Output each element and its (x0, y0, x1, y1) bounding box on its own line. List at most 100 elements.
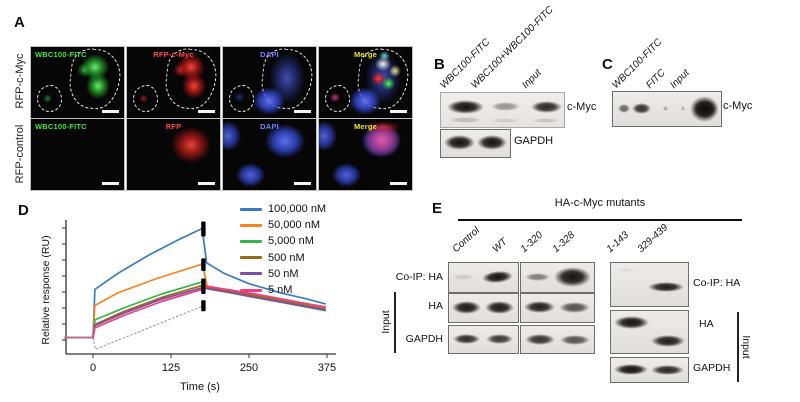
micrograph-dapi-row1: DAPI (222, 46, 317, 119)
micrograph-merge-row1: Merge (318, 46, 413, 119)
tile-label: RFP (165, 122, 182, 131)
wb-band (481, 269, 514, 285)
row-label-rfp-c-myc: RFP-c-Myc (14, 53, 26, 109)
lane-label: Input (520, 67, 544, 91)
cell-blob (86, 73, 110, 99)
tile-label: Merge (353, 50, 378, 59)
blot-target-label: c-Myc (723, 100, 753, 112)
wb-band (560, 335, 590, 345)
blot-e-ha-a (448, 293, 519, 323)
wb-band (449, 117, 482, 123)
legend-item: 5,000 nM (240, 233, 326, 249)
wb-band (444, 135, 475, 150)
blot-b-gapdh (440, 129, 511, 158)
title-underline (458, 219, 742, 221)
wb-band (651, 335, 685, 347)
lane-label: 1-143 (604, 229, 632, 255)
cell-blob (349, 87, 381, 115)
legend-swatch (240, 239, 262, 243)
scale-bar (294, 182, 311, 185)
wb-band (491, 102, 520, 111)
blot-e-gapdh-a (448, 325, 519, 354)
row-label-gapdh-right: GAPDH (693, 362, 731, 374)
blot-e-coip-a (448, 262, 519, 293)
micrograph-merge-row2: Merge (318, 118, 413, 191)
input-label-left: Input (380, 310, 392, 334)
input-label-right: Input (740, 335, 752, 359)
legend-label: 5,000 nM (268, 235, 314, 248)
scale-bar (390, 182, 407, 185)
scale-bar (198, 182, 215, 185)
legend-label: 50 nM (268, 267, 299, 280)
row-label-gapdh: GAPDH (405, 333, 443, 345)
tile-label: DAPI (260, 50, 279, 59)
cell-blob (236, 163, 265, 187)
cell-blob (330, 93, 340, 102)
wb-band (616, 268, 636, 272)
wb-band (452, 301, 481, 314)
cell-outline (229, 85, 254, 112)
panel-e-title: HA-c-Myc mutants (554, 197, 646, 209)
blot-e-gapdh-right (610, 357, 689, 383)
lane-label: WT (490, 236, 510, 255)
panel-d-label: D (18, 202, 29, 219)
x-axis-label: Time (s) (180, 381, 220, 393)
scale-bar (102, 110, 119, 113)
cell-blob (332, 163, 361, 187)
row-label-ha-right: HA (699, 318, 714, 330)
lane-label: 1-328 (550, 229, 578, 255)
wb-band (632, 103, 651, 114)
tile-label: WBC100-FITC (35, 122, 87, 131)
legend-item: 50,000 nM (240, 217, 326, 233)
wb-band (648, 282, 684, 292)
wb-band (491, 118, 519, 123)
scale-bar (390, 110, 407, 113)
blot-e-ha-b (520, 293, 595, 323)
svg-text:0: 0 (90, 362, 96, 374)
lane-label: 329-439 (635, 222, 671, 255)
cell-blob (234, 92, 245, 102)
legend-swatch (240, 256, 262, 260)
panel-c-label: C (602, 56, 613, 73)
row-label-ha: HA (428, 300, 443, 312)
lane-label: 1-320 (518, 229, 546, 255)
wb-band (618, 104, 630, 113)
cell-blob (379, 51, 390, 61)
cell-blob (223, 121, 241, 151)
wb-band (452, 274, 474, 280)
cell-blob (367, 121, 401, 133)
svg-text:375: 375 (318, 362, 336, 374)
cell-blob (319, 121, 337, 151)
blot-target-label: GAPDH (514, 135, 554, 147)
legend-swatch (240, 207, 262, 211)
blot-c-cmyc (612, 91, 722, 127)
wb-band (477, 135, 507, 150)
tile-label: WBC100-FITC (35, 50, 87, 59)
scale-bar (294, 110, 311, 113)
legend-label: 50,000 nM (268, 219, 320, 232)
wb-band (614, 316, 649, 329)
legend-item: 100,000 nM (240, 201, 326, 217)
wb-band (614, 364, 648, 375)
lane-label: Input (668, 67, 692, 91)
micrograph-fitc-rfp-c-myc: WBC100-FITC (30, 46, 125, 119)
wb-band (447, 100, 484, 114)
wb-band (559, 302, 590, 313)
micrograph-rfp-control: RFP (126, 118, 221, 191)
legend-swatch (240, 288, 262, 292)
cell-blob (43, 94, 52, 103)
legend-label: 500 nM (268, 251, 305, 264)
blot-e-coip-b (520, 262, 595, 293)
blot-b-cmyc (440, 92, 565, 128)
legend-label: 100,000 nM (268, 203, 327, 216)
wb-band (651, 365, 684, 375)
panel-e-label: E (432, 200, 443, 217)
lane-label: Control (450, 225, 482, 255)
cell-outline (133, 85, 158, 112)
micrograph-fitc-rfp-control: WBC100-FITC (30, 118, 125, 191)
cell-blob (375, 57, 391, 71)
wb-band (453, 334, 480, 344)
lane-label: FITC (644, 67, 668, 91)
cell-blob (382, 77, 395, 90)
